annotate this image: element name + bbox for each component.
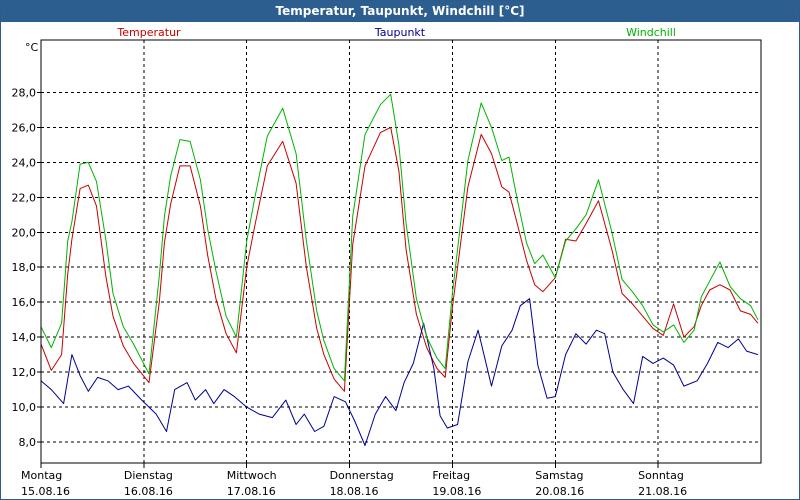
x-tick-date: 16.08.16 xyxy=(124,485,173,498)
y-tick-label: 24,0 xyxy=(12,156,37,169)
y-axis-label: °C xyxy=(25,41,39,54)
y-tick-label: 18,0 xyxy=(12,261,37,274)
plot-border xyxy=(40,39,762,464)
series-line-temperatur xyxy=(40,126,759,392)
legend-temperatur: Temperatur xyxy=(116,26,181,39)
series-line-windchill xyxy=(40,93,759,382)
y-tick-label: 26,0 xyxy=(12,121,37,134)
y-tick-label: 10,0 xyxy=(12,401,37,414)
x-tick-date: 18.08.16 xyxy=(330,485,379,498)
chart-title: Temperatur, Taupunkt, Windchill [°C] xyxy=(1,1,799,22)
x-tick-day: Mittwoch xyxy=(227,469,277,482)
x-axis: Montag 15.08.16 Dienstag 16.08.16 Mittwoch 17… xyxy=(21,463,687,498)
legend: Temperatur Taupunkt Windchill xyxy=(116,26,676,39)
y-axis: 8,0 10,0 12,0 14,0 16,0 18,0 20,0 22,0 24,0 26,0 2… xyxy=(12,41,41,449)
x-tick-date: 17.08.16 xyxy=(227,485,276,498)
x-tick-day: Samstag xyxy=(535,469,583,482)
series-lines xyxy=(40,93,759,446)
x-tick-day: Donnerstag xyxy=(330,469,394,482)
x-tick-day: Freitag xyxy=(432,469,470,482)
y-tick-label: 16,0 xyxy=(12,296,37,309)
y-tick-label: 8,0 xyxy=(19,436,37,449)
x-tick-day: Montag xyxy=(21,469,62,482)
y-tick-label: 28,0 xyxy=(12,86,37,99)
x-tick-date: 19.08.16 xyxy=(432,485,481,498)
legend-taupunkt: Taupunkt xyxy=(374,26,426,39)
y-tick-label: 20,0 xyxy=(12,226,37,239)
legend-windchill: Windchill xyxy=(626,26,676,39)
x-tick-day: Sonntag xyxy=(638,469,684,482)
grid xyxy=(41,40,761,463)
x-tick-date: 15.08.16 xyxy=(21,485,70,498)
y-tick-label: 22,0 xyxy=(12,191,37,204)
series-line-taupunkt xyxy=(40,298,759,446)
x-tick-date: 21.08.16 xyxy=(638,485,687,498)
y-tick-label: 12,0 xyxy=(12,366,37,379)
y-tick-label: 14,0 xyxy=(12,331,37,344)
x-tick-day: Dienstag xyxy=(124,469,173,482)
x-tick-date: 20.08.16 xyxy=(535,485,584,498)
